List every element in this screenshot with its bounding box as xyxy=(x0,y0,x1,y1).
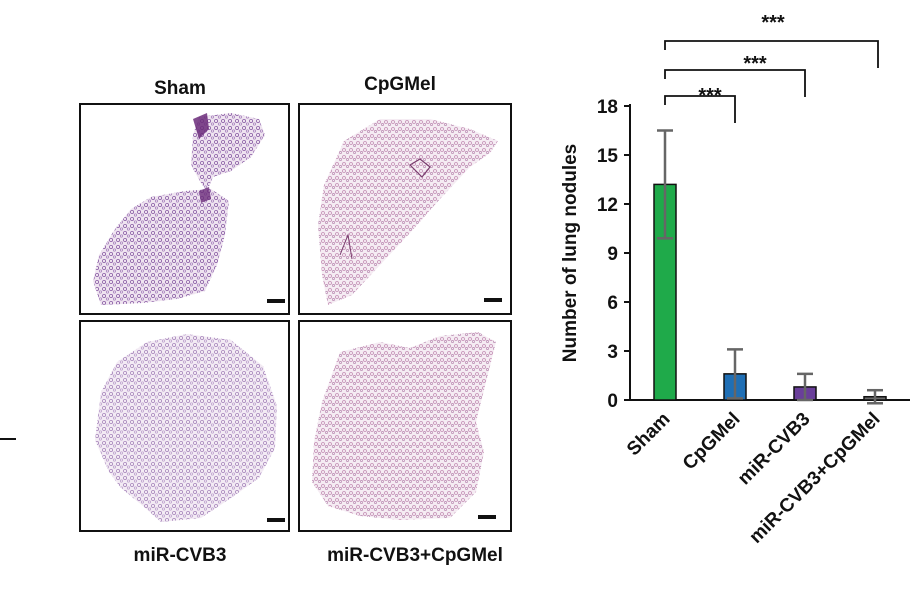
y-axis-title: Number of lung nodules xyxy=(560,144,581,363)
panel-label-cpgmel: CpGMel xyxy=(364,74,436,95)
lung-nodules-bar-chart: 0 3 6 9 12 15 18 Number of lung nodules Sham CpGM… xyxy=(560,12,910,548)
significance-bracket xyxy=(664,69,806,97)
y-tick-label: 15 xyxy=(597,146,619,167)
x-tick-label: CpGMel xyxy=(679,409,745,475)
significance-label: *** xyxy=(743,53,767,75)
significance-bracket xyxy=(664,40,879,68)
panel-label-mircvb3-cpgmel: miR-CVB3+CpGMel xyxy=(327,545,503,566)
y-tick-label: 9 xyxy=(607,244,618,265)
histology-image-cpgmel xyxy=(298,103,512,315)
x-tick-label: Sham xyxy=(623,409,674,460)
panel-label-mircvb3: miR-CVB3 xyxy=(133,545,227,566)
x-tick-label: miR-CVB3+CpGMel xyxy=(745,409,884,548)
scale-bar xyxy=(484,298,502,302)
scale-bar xyxy=(267,299,285,303)
significance-label: *** xyxy=(698,85,722,107)
histology-image-mircvb3 xyxy=(79,320,290,532)
panel-label-sham: Sham xyxy=(154,78,206,99)
edge-tick-mark xyxy=(0,438,16,440)
scale-bar xyxy=(267,518,285,522)
histology-image-sham xyxy=(79,103,290,315)
y-tick-label: 0 xyxy=(607,391,618,412)
significance-bracket xyxy=(664,95,736,123)
y-tick-label: 3 xyxy=(607,342,618,363)
scale-bar xyxy=(478,515,496,519)
significance-label: *** xyxy=(761,12,785,34)
y-tick-label: 12 xyxy=(597,195,618,216)
y-tick-label: 6 xyxy=(607,293,618,314)
histology-image-mircvb3-cpgmel xyxy=(298,320,512,532)
y-tick-label: 18 xyxy=(597,97,618,118)
